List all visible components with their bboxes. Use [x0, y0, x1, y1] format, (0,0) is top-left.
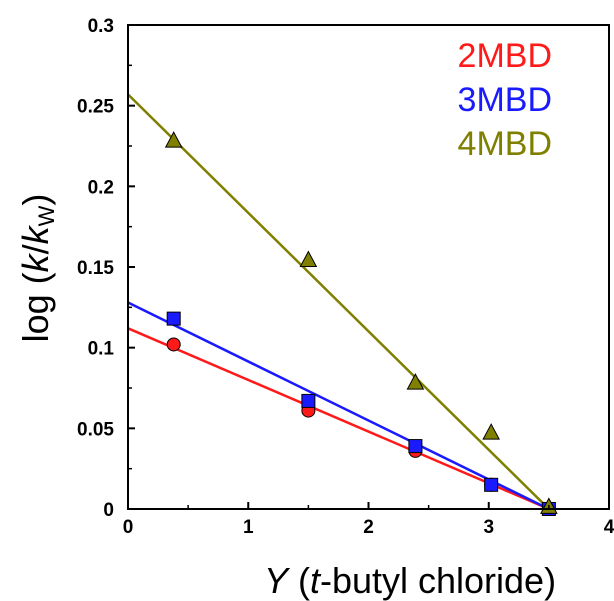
y-tick-label: 0.15: [77, 258, 114, 279]
y-tick-label: 0.2: [88, 177, 114, 198]
fit-line-3mbd: [127, 301, 550, 511]
legend-4mbd: 4MBD: [458, 125, 552, 163]
point-3mbd: [408, 439, 423, 454]
data-markers: [164, 131, 558, 516]
point-4mbd: [406, 373, 425, 390]
point-3mbd: [484, 477, 499, 492]
legend-2mbd: 2MBD: [458, 37, 552, 75]
legend-3mbd: 3MBD: [458, 81, 552, 119]
point-3mbd: [301, 393, 316, 408]
x-tick-label: 1: [243, 517, 254, 538]
point-4mbd: [164, 131, 183, 148]
y-tick-label: 0: [103, 500, 114, 521]
point-4mbd: [299, 250, 318, 268]
point-3mbd: [166, 311, 181, 326]
y-tick-label: 0.3: [88, 16, 114, 37]
x-axis-title: Y (t-butyl chloride): [264, 560, 556, 601]
x-axis: 0 1 2 3 4: [123, 502, 614, 538]
fit-line-4mbd: [127, 93, 550, 510]
fit-lines: [127, 93, 550, 511]
y-tick-label: 0.05: [77, 419, 114, 440]
y-tick-label: 0.25: [77, 97, 114, 118]
y-axis: 0 0.05 0.1 0.15 0.2 0.25 0.3: [77, 16, 135, 521]
x-tick-label: 4: [604, 517, 614, 538]
point-2mbd: [166, 337, 181, 352]
y-tick-label: 0.1: [88, 339, 115, 360]
legend: 2MBD 3MBD 4MBD: [458, 37, 552, 163]
y-axis-title: log (k/kW): [15, 194, 59, 343]
fit-line-2mbd: [127, 327, 550, 511]
x-tick-label: 2: [363, 517, 374, 538]
point-4mbd: [482, 423, 500, 440]
x-tick-label: 3: [483, 517, 494, 538]
x-tick-label: 0: [123, 517, 134, 538]
